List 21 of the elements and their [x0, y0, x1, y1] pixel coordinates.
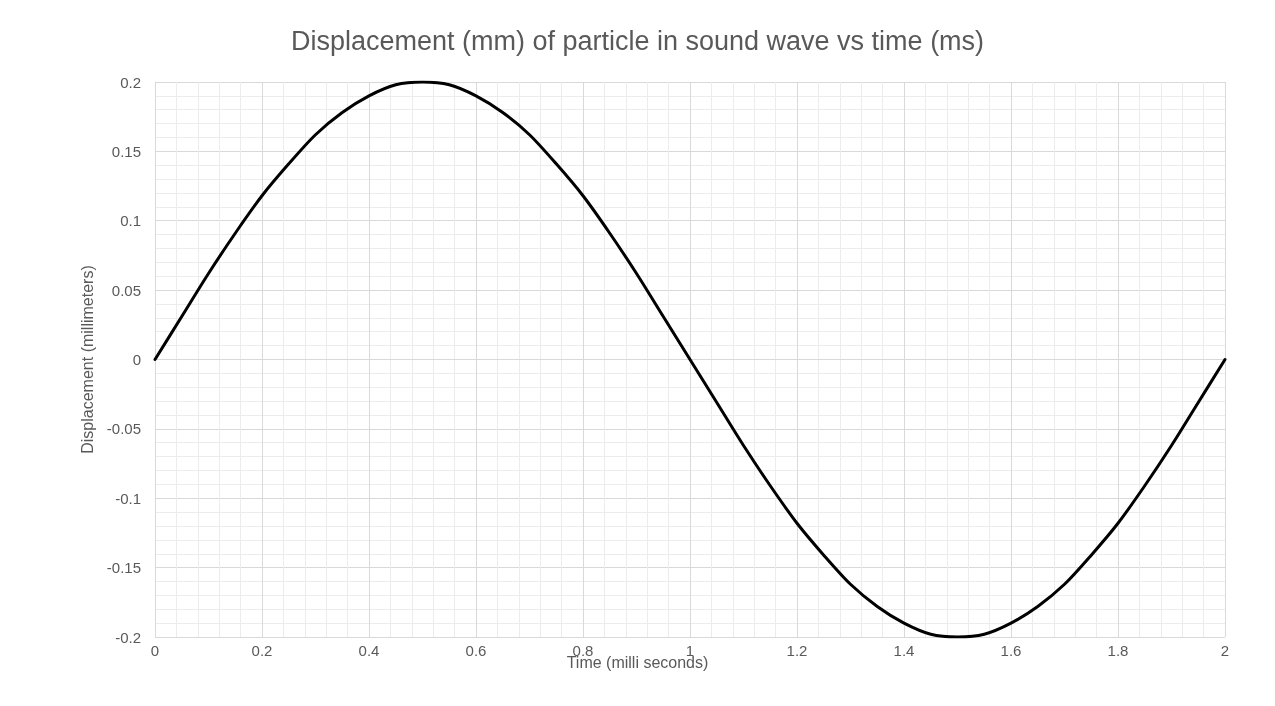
y-tick-label: -0.1: [115, 489, 141, 507]
x-tick-label: 2: [1220, 642, 1230, 659]
chart-title: Displacement (mm) of particle in sound wave vs time (ms): [290, 25, 985, 56]
y-axis-title: Displacement (millimeters): [79, 265, 97, 454]
y-tick-label: -0.2: [115, 628, 141, 646]
y-tick-label: 0: [132, 351, 141, 368]
x-tick-label: 0.4: [358, 642, 380, 659]
x-tick-label: 1.4: [893, 642, 915, 659]
x-tick-label: 0: [150, 642, 160, 659]
y-tick-label: 0.1: [120, 212, 141, 230]
y-tick-label: 0.2: [120, 73, 141, 91]
x-tick-label: 1.6: [1000, 642, 1022, 659]
x-tick-label: 0.6: [465, 642, 487, 659]
x-tick-label: 1.2: [786, 642, 808, 659]
y-tick-label: 0.15: [111, 142, 141, 160]
x-tick-label: 0.2: [251, 642, 273, 659]
line-series: [153, 80, 1227, 639]
y-tick-label: -0.15: [106, 559, 141, 577]
y-tick-label: -0.05: [106, 420, 141, 438]
x-tick-label: 1.8: [1107, 642, 1129, 659]
y-tick-label: 0.05: [111, 281, 141, 299]
